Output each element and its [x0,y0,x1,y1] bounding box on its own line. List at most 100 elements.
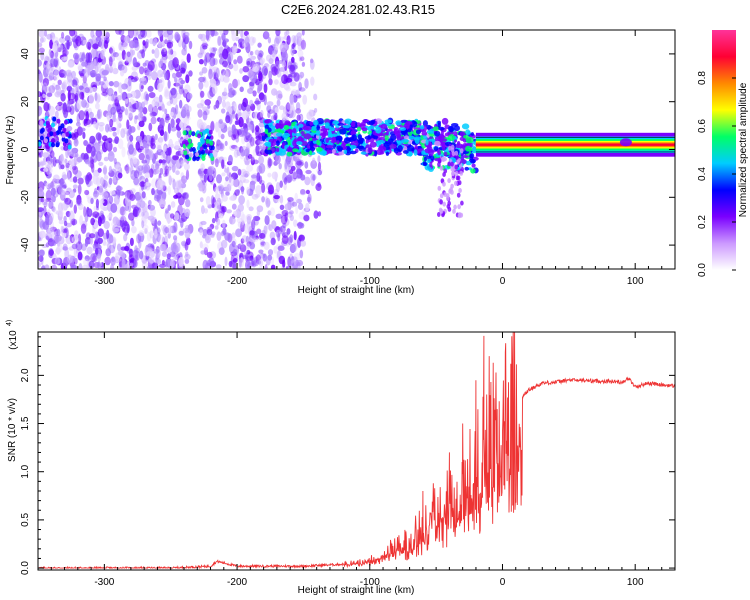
heatmap-cell [48,201,54,209]
heatmap-cell [213,167,217,179]
heatmap-cell [158,198,166,208]
heatmap-cell [320,128,328,132]
heatmap-cell [221,108,226,114]
heatmap-cell [77,177,84,185]
heatmap-cell [337,146,343,151]
heatmap-cell [102,167,107,175]
heatmap-cell [270,63,277,72]
heatmap-cell [117,172,123,179]
heatmap-cell [116,116,121,127]
heatmap-cell [454,150,459,156]
heatmap-cell [438,133,445,141]
heatmap-cell [443,151,448,157]
heatmap-cell [45,214,50,226]
heatmap-cell [49,39,54,49]
heatmap-cell [43,30,48,37]
heatmap-cell [170,143,175,149]
heatmap-cell [198,59,204,65]
heatmap-cell [289,169,294,175]
heatmap-cell [228,216,236,225]
heatmap-cell [163,172,168,177]
heatmap-cell [113,94,118,100]
heatmap-cell [63,220,68,227]
heatmap-cell [255,235,259,240]
heatmap-cell [76,156,83,163]
heatmap-cell [166,225,173,235]
heatmap-cell [151,178,158,189]
heatmap-cell [279,204,285,210]
heatmap-cell [110,256,116,266]
heatmap-cell [249,180,256,185]
heatmap-cell [292,242,297,252]
heatmap-cell [235,228,243,238]
heatmap-cell [165,208,169,214]
heatmap-cell [155,138,163,147]
heatmap-cell [209,153,214,158]
heatmap-cell [45,235,50,240]
heatmap-cell [455,175,460,181]
heatmap-cell [277,245,285,251]
heatmap-cell [261,65,268,76]
heatmap-cell [67,90,71,101]
heatmap-cell [263,83,268,94]
heatmap-cell [112,146,118,153]
heatmap-cell [226,166,230,177]
heatmap-cell [258,71,263,82]
heatmap-cell [204,148,209,154]
heatmap-cell [161,159,167,164]
heatmap-cell [246,142,252,148]
heatmap-cell [108,212,113,219]
heatmap-cell [250,120,254,125]
heatmap-cell [92,211,100,218]
y-tick-label: -20 [20,190,31,205]
heatmap-cell [284,158,288,170]
colorbar-tick-label: 0.4 [697,167,708,181]
heatmap-cell [47,182,55,189]
heatmap-cell [70,264,78,269]
heatmap-cell [38,70,41,75]
heatmap-cell [202,45,208,50]
heatmap-cell [51,195,56,203]
heatmap-cell [77,251,83,261]
heatmap-cell [116,124,120,135]
heatmap-cell [148,104,154,113]
heatmap-cell [202,106,208,112]
heatmap-cell [238,103,243,111]
heatmap-cell [238,243,245,248]
x-tick-label: -200 [227,276,247,287]
heatmap-cell [198,181,204,187]
heatmap-cell [439,208,444,214]
heatmap-cell [203,80,209,88]
x-tick-label: 100 [627,276,644,287]
heatmap-cell [61,133,66,138]
heatmap-cell [460,200,464,206]
heatmap-cell [205,30,212,36]
heatmap-cell [464,166,469,171]
heatmap-cell [161,56,167,65]
heatmap-cell [151,71,158,81]
heatmap-cell [80,223,87,234]
heatmap-cell [206,251,213,259]
heatmap-cell [210,120,215,132]
heatmap-cell [59,177,64,187]
heatmap-cell [90,117,94,125]
heatmap-cell [217,119,223,129]
heatmap-cell [218,185,224,195]
heatmap-cell [336,140,340,145]
heatmap-cell [377,139,386,144]
heatmap-cell [289,214,294,222]
heatmap-cell [72,176,78,183]
heatmap-cell [178,230,184,236]
heatmap-cell [309,121,314,126]
heatmap-cell [397,145,403,152]
heatmap-cell [300,189,306,195]
heatmap-cell [164,227,170,234]
heatmap-cell [103,40,109,49]
heatmap-cell [220,73,225,83]
heatmap-cell [116,104,121,113]
heatmap-cell [200,99,205,107]
heatmap-cell [267,36,271,44]
heatmap-cell [140,77,146,82]
heatmap-cell [112,176,117,183]
